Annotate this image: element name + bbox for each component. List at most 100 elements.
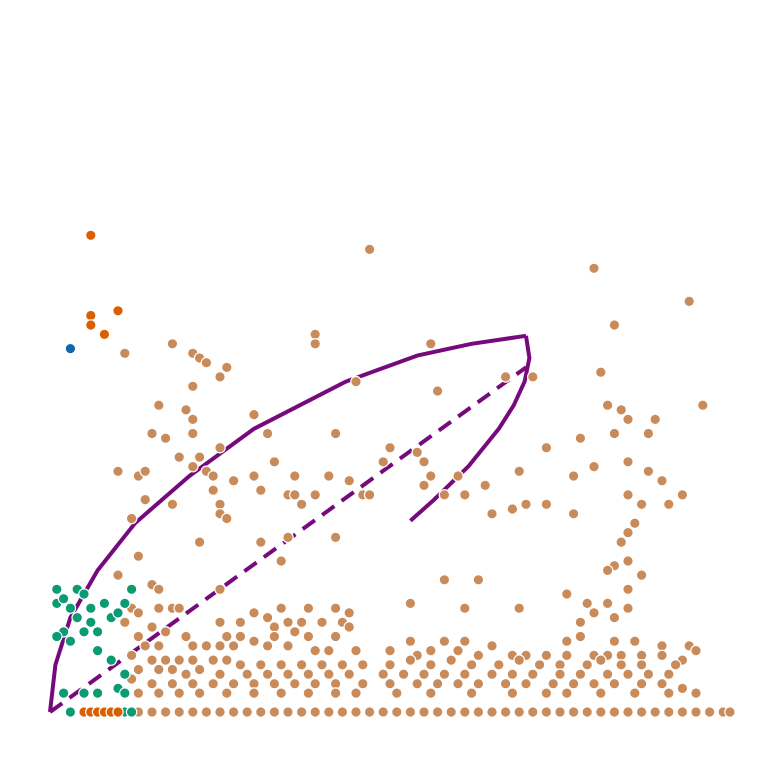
point-tan-148 (234, 630, 247, 643)
point-green-19 (91, 644, 104, 657)
point-tan-279 (329, 687, 342, 699)
point-tan-113 (404, 597, 417, 610)
point-tan-174 (322, 644, 335, 657)
point-tan-283 (465, 687, 478, 699)
point-tan-322 (554, 706, 566, 718)
point-tan-118 (622, 602, 634, 614)
point-tan-262 (499, 677, 512, 690)
point-tan-99 (132, 550, 145, 562)
point-tan-274 (193, 687, 206, 699)
point-tan-76 (622, 489, 634, 501)
point-tan-143 (268, 621, 281, 633)
point-tan-150 (268, 630, 281, 643)
point-tan-171 (261, 640, 274, 652)
point-tan-74 (438, 489, 451, 501)
point-green-8 (85, 616, 97, 629)
point-tan-62 (227, 474, 240, 487)
point-tan-302 (282, 706, 294, 718)
point-tan-263 (520, 677, 532, 690)
point-tan-248 (187, 677, 199, 690)
point-green-31 (125, 706, 138, 718)
point-tan-211 (513, 654, 525, 666)
point-tan-111 (622, 583, 634, 596)
point-tan-256 (356, 677, 369, 690)
point-tan-250 (227, 677, 240, 690)
point-tan-321 (540, 706, 553, 718)
point-tan-163 (690, 644, 702, 657)
point-tan-216 (615, 658, 627, 671)
point-tan-257 (384, 677, 396, 690)
point-tan-105 (635, 569, 648, 581)
point-tan-127 (302, 602, 315, 614)
point-tan-200 (275, 658, 287, 671)
point-tan-121 (132, 607, 145, 619)
point-tan-61 (642, 465, 655, 478)
point-tan-84 (540, 498, 553, 511)
point-tan-101 (622, 555, 634, 567)
point-tan-308 (363, 706, 376, 718)
point-tan-30 (159, 432, 172, 444)
point-tan-258 (411, 677, 423, 690)
point-tan-90 (567, 507, 580, 520)
point-tan-228 (302, 668, 315, 680)
point-tan-75 (458, 489, 471, 501)
point-tan-243 (642, 668, 655, 680)
point-tan-129 (343, 607, 355, 619)
point-tan-304 (309, 706, 321, 718)
point-tan-232 (397, 668, 410, 680)
point-tan-116 (581, 597, 593, 610)
point-tan-16 (594, 366, 607, 378)
point-tan-175 (350, 644, 362, 657)
point-orange-3 (98, 328, 111, 341)
point-tan-265 (567, 677, 580, 690)
point-tan-58 (513, 465, 525, 478)
point-green-25 (78, 687, 90, 699)
point-tan-137 (282, 616, 294, 629)
point-tan-301 (268, 706, 281, 718)
point-tan-170 (227, 640, 240, 652)
point-tan-55 (322, 470, 335, 482)
point-tan-92 (628, 517, 641, 529)
point-tan-109 (153, 583, 165, 596)
point-tan-272 (153, 687, 165, 699)
point-tan-156 (486, 640, 498, 652)
point-tan-184 (560, 649, 573, 662)
point-tan-319 (513, 706, 525, 718)
point-tan-100 (275, 555, 287, 567)
point-tan-313 (431, 706, 444, 718)
point-tan-285 (540, 687, 553, 699)
point-tan-221 (166, 663, 179, 676)
point-green-10 (78, 625, 90, 638)
point-tan-98 (329, 531, 342, 544)
point-tan-192 (146, 654, 158, 666)
point-tan-19 (431, 385, 444, 397)
point-tan-280 (350, 687, 362, 699)
point-tan-173 (309, 644, 321, 657)
point-tan-71 (309, 489, 321, 501)
point-tan-235 (458, 668, 471, 680)
point-tan-206 (404, 654, 417, 666)
point-tan-176 (384, 644, 396, 657)
point-tan-104 (112, 569, 124, 581)
point-tan-47 (622, 455, 634, 468)
point-tan-63 (343, 474, 355, 487)
point-tan-326 (608, 706, 621, 718)
point-tan-91 (486, 507, 498, 520)
point-tan-201 (295, 658, 308, 671)
point-tan-107 (472, 573, 485, 586)
point-tan-95 (193, 536, 206, 548)
point-tan-13 (214, 371, 226, 383)
point-tan-53 (248, 470, 260, 482)
point-tan-229 (322, 668, 335, 680)
point-tan-237 (506, 668, 519, 680)
point-tan-7 (166, 337, 179, 350)
point-tan-333 (703, 706, 716, 718)
point-green-14 (98, 597, 111, 610)
point-tan-161 (656, 640, 668, 652)
point-tan-193 (159, 654, 172, 666)
point-tan-328 (635, 706, 648, 718)
point-orange-4 (112, 304, 124, 317)
point-green-0 (50, 583, 63, 596)
point-tan-26 (248, 408, 260, 421)
point-tan-260 (452, 677, 464, 690)
